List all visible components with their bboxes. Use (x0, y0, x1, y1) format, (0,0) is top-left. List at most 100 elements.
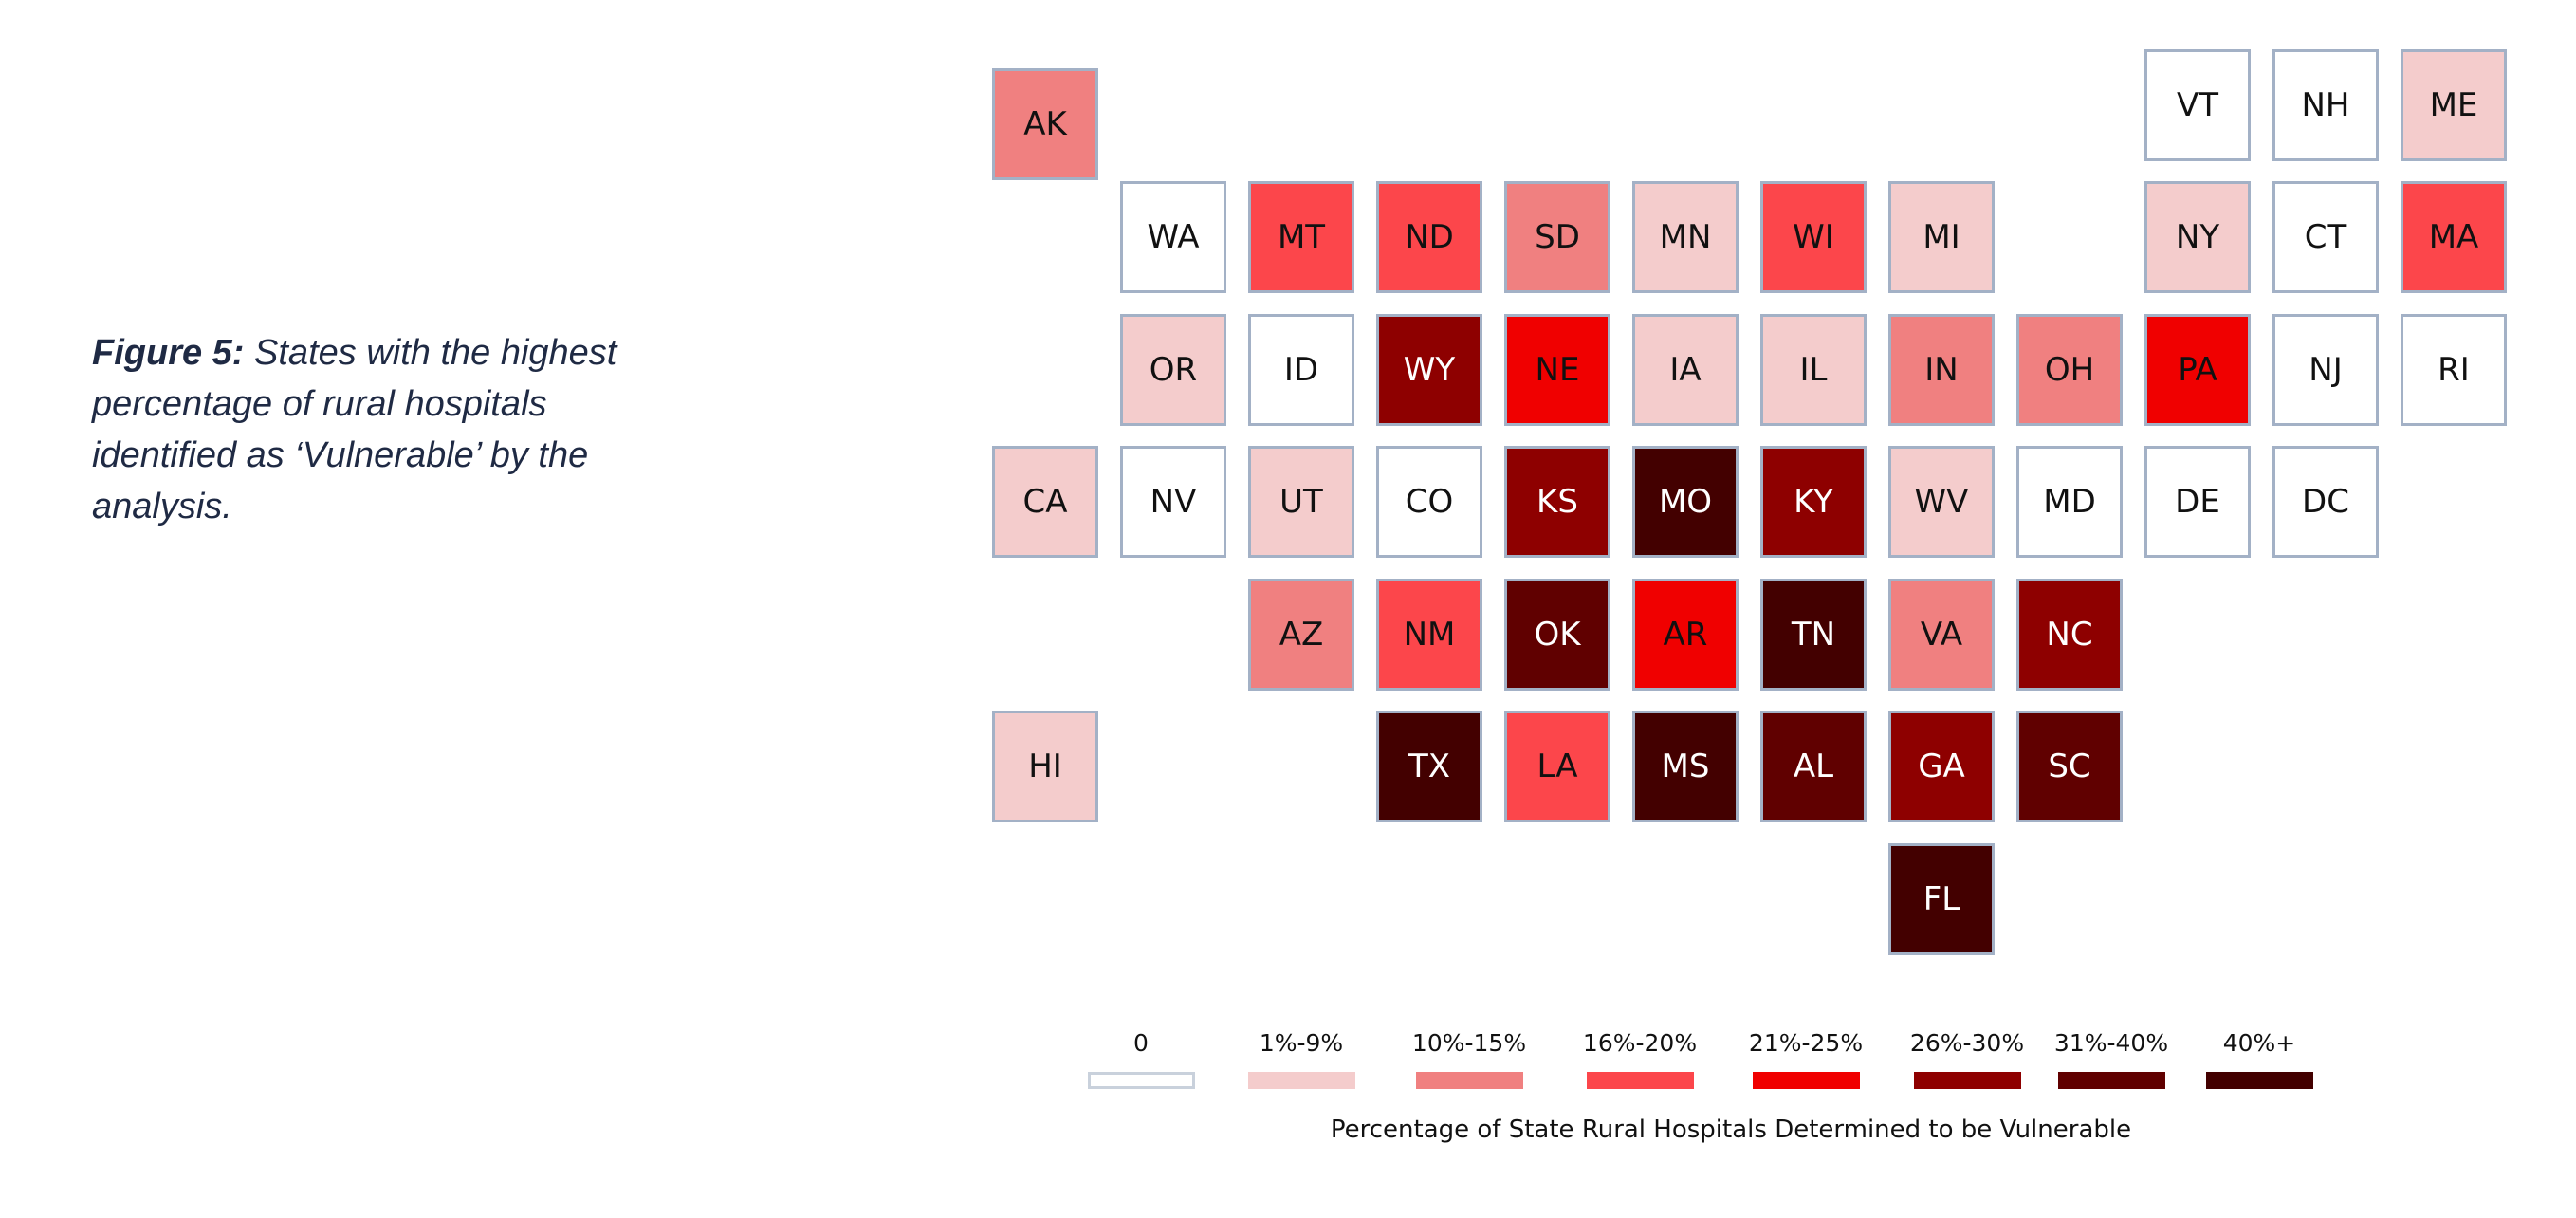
legend-title: Percentage of State Rural Hospitals Dete… (1330, 1116, 2132, 1144)
state-label: HI (1028, 747, 1062, 785)
legend-swatch (1914, 1072, 2021, 1089)
state-tile-sd: SD (1504, 181, 1610, 293)
state-label: IN (1924, 350, 1959, 389)
state-label: OR (1149, 350, 1198, 389)
state-tile-in: IN (1888, 313, 1995, 426)
state-tile-az: AZ (1248, 578, 1354, 691)
state-label: DC (2302, 483, 2349, 521)
legend-swatch (1587, 1072, 1694, 1089)
state-tile-ma: MA (2401, 181, 2507, 293)
state-label: MI (1923, 218, 1960, 256)
state-tile-de: DE (2144, 446, 2251, 558)
state-label: CA (1022, 483, 1068, 521)
legend-label: 26%-30% (1909, 1029, 2025, 1057)
state-tile-nh: NH (2272, 48, 2379, 161)
state-tile-va: VA (1888, 578, 1995, 691)
state-label: ME (2429, 85, 2478, 124)
state-tile-id: ID (1248, 313, 1354, 426)
state-label: ID (1283, 350, 1319, 389)
state-tile-mt: MT (1248, 181, 1354, 293)
state-label: CO (1405, 483, 1454, 521)
state-label: NM (1403, 615, 1456, 654)
state-label: WI (1793, 218, 1834, 256)
state-tile-mi: MI (1888, 181, 1995, 293)
state-tile-nj: NJ (2272, 313, 2379, 426)
state-tile-al: AL (1760, 710, 1867, 822)
state-label: NC (2046, 615, 2093, 654)
state-tile-ks: KS (1504, 446, 1610, 558)
state-tile-mo: MO (1632, 446, 1739, 558)
figure-caption: Figure 5: States with the highest percen… (92, 327, 699, 532)
state-tile-md: MD (2016, 446, 2123, 558)
state-label: MS (1661, 747, 1710, 785)
state-label: MA (2428, 218, 2479, 256)
state-tile-ct: CT (2272, 181, 2379, 293)
state-tile-vt: VT (2144, 48, 2251, 161)
state-label: MN (1659, 218, 1712, 256)
legend-label: 16%-20% (1582, 1029, 1698, 1057)
state-tile-ak: AK (992, 68, 1098, 181)
state-label: PA (2178, 350, 2217, 389)
legend-label: 40%+ (2222, 1029, 2296, 1057)
legend-swatch (1753, 1072, 1860, 1089)
state-tile-ne: NE (1504, 313, 1610, 426)
state-label: NY (2175, 218, 2220, 256)
state-tile-ri: RI (2401, 313, 2507, 426)
state-label: RI (2438, 350, 2470, 389)
state-label: NE (1535, 350, 1580, 389)
legend-label: 1%-9% (1259, 1029, 1344, 1057)
state-label: WA (1147, 218, 1200, 256)
state-label: WV (1914, 483, 1969, 521)
state-label: LA (1536, 747, 1578, 785)
state-tile-wi: WI (1760, 181, 1867, 293)
figure-caption-text: States with the highest percentage of ru… (92, 333, 617, 526)
legend-label: 10%-15% (1411, 1029, 1527, 1057)
state-label: OH (2044, 350, 2095, 389)
state-label: OK (1534, 615, 1581, 654)
state-label: IL (1799, 350, 1828, 389)
legend-swatch (2206, 1072, 2313, 1089)
state-tile-ca: CA (992, 446, 1098, 558)
state-tile-ut: UT (1248, 446, 1354, 558)
state-tile-wv: WV (1888, 446, 1995, 558)
state-tile-ar: AR (1632, 578, 1739, 691)
state-label: AL (1793, 747, 1834, 785)
legend-swatch (1248, 1072, 1355, 1089)
state-tile-pa: PA (2144, 313, 2251, 426)
state-label: WY (1403, 350, 1456, 389)
state-label: MT (1277, 218, 1326, 256)
state-label: NJ (2309, 350, 2343, 389)
state-label: ND (1405, 218, 1454, 256)
figure-label: Figure 5: (92, 333, 245, 373)
state-label: MD (2043, 483, 2096, 521)
state-tile-tn: TN (1760, 578, 1867, 691)
state-tile-ga: GA (1888, 710, 1995, 822)
legend-label: 21%-25% (1748, 1029, 1864, 1057)
legend-swatch (1088, 1072, 1195, 1089)
state-label: CT (2304, 218, 2347, 256)
state-tile-ok: OK (1504, 578, 1610, 691)
state-tile-ny: NY (2144, 181, 2251, 293)
legend-swatch (2058, 1072, 2165, 1089)
state-tile-oh: OH (2016, 313, 2123, 426)
state-tile-ms: MS (1632, 710, 1739, 822)
state-label: KS (1536, 483, 1578, 521)
state-tile-nc: NC (2016, 578, 2123, 691)
state-tile-dc: DC (2272, 446, 2379, 558)
state-tile-or: OR (1120, 313, 1226, 426)
state-tile-tx: TX (1376, 710, 1482, 822)
legend-swatch (1416, 1072, 1523, 1089)
state-label: UT (1279, 483, 1323, 521)
state-tile-ky: KY (1760, 446, 1867, 558)
state-tile-hi: HI (992, 710, 1098, 822)
state-label: FL (1923, 879, 1960, 918)
state-label: NH (2301, 85, 2350, 124)
state-tile-fl: FL (1888, 842, 1995, 955)
state-label: MO (1658, 483, 1713, 521)
state-label: IA (1669, 350, 1702, 389)
state-tile-nd: ND (1376, 181, 1482, 293)
state-label: AR (1663, 615, 1708, 654)
state-tile-mn: MN (1632, 181, 1739, 293)
state-label: AK (1023, 105, 1067, 144)
state-label: VA (1920, 615, 1963, 654)
